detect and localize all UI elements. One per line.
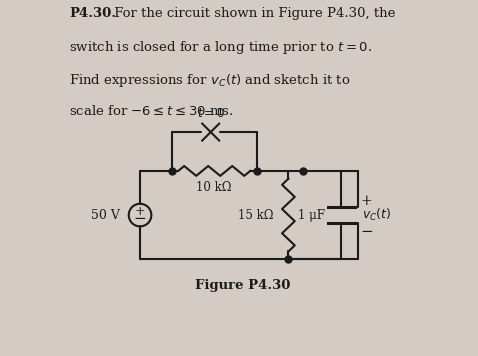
Text: 10 kΩ: 10 kΩ xyxy=(196,181,232,194)
Text: P4.30.: P4.30. xyxy=(69,7,117,20)
Text: Figure P4.30: Figure P4.30 xyxy=(195,279,290,292)
Text: +: + xyxy=(135,205,145,218)
Text: 50 V: 50 V xyxy=(91,209,120,221)
Text: $v_C(t)$: $v_C(t)$ xyxy=(362,207,391,223)
Text: scale for $-6 \leq t \leq 30$ ms.: scale for $-6 \leq t \leq 30$ ms. xyxy=(69,104,234,118)
Text: −: − xyxy=(360,225,373,239)
Text: For the circuit shown in Figure P4.30, the: For the circuit shown in Figure P4.30, t… xyxy=(110,7,395,20)
Text: +: + xyxy=(360,194,372,208)
Text: Find expressions for $v_C(t)$ and sketch it to: Find expressions for $v_C(t)$ and sketch… xyxy=(69,72,351,89)
Text: −: − xyxy=(134,212,146,226)
Text: 1 μF: 1 μF xyxy=(298,209,325,221)
Text: $t=0$: $t=0$ xyxy=(197,107,225,120)
Text: 15 kΩ: 15 kΩ xyxy=(238,209,273,221)
Text: switch is closed for a long time prior to $t = 0$.: switch is closed for a long time prior t… xyxy=(69,39,373,56)
